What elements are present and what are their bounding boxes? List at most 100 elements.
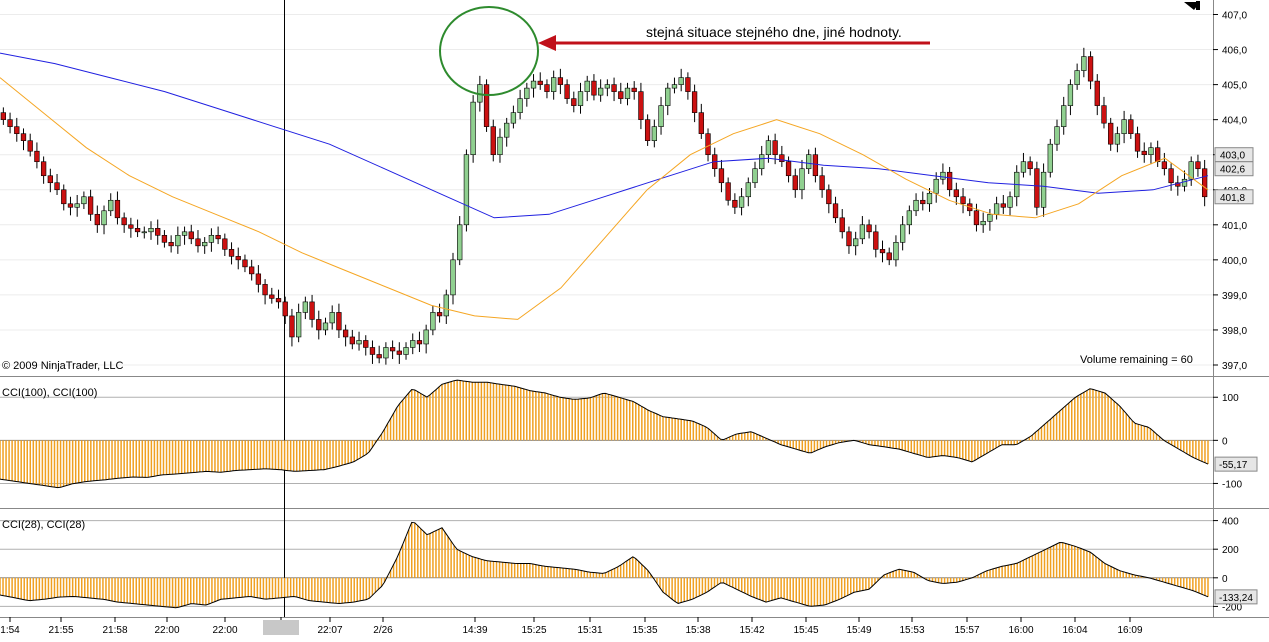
candle-body[interactable] — [987, 213, 993, 222]
candle-body[interactable] — [168, 242, 174, 247]
candle-body[interactable] — [295, 312, 302, 338]
candle-body[interactable] — [1128, 119, 1134, 134]
candle-body[interactable] — [665, 87, 671, 106]
candle-body[interactable] — [577, 91, 584, 106]
candle-body[interactable] — [705, 133, 711, 156]
candle-body[interactable] — [430, 312, 436, 331]
candle-body[interactable] — [819, 175, 825, 191]
candle-body[interactable] — [772, 140, 778, 156]
candle-body[interactable] — [832, 203, 839, 219]
candle-body[interactable] — [524, 87, 530, 99]
candle-body[interactable] — [369, 347, 376, 355]
candle-body[interactable] — [812, 154, 819, 177]
candle-body[interactable] — [893, 242, 899, 261]
candle-body[interactable] — [1148, 147, 1154, 156]
candle-body[interactable] — [309, 301, 315, 320]
candlestick-series[interactable] — [0, 47, 1208, 365]
candle-body[interactable] — [195, 238, 201, 247]
candle-body[interactable] — [1101, 105, 1107, 124]
candle-body[interactable] — [671, 84, 678, 89]
candle-body[interactable] — [551, 77, 557, 92]
candle-body[interactable] — [141, 231, 147, 234]
candle-body[interactable] — [1067, 84, 1074, 106]
candle-body[interactable] — [759, 154, 765, 170]
candle-body[interactable] — [54, 182, 60, 191]
candle-body[interactable] — [785, 161, 792, 177]
candle-body[interactable] — [363, 340, 369, 348]
candle-body[interactable] — [1201, 168, 1208, 198]
candle-body[interactable] — [1121, 119, 1127, 134]
candle-body[interactable] — [1061, 105, 1067, 127]
candle-body[interactable] — [94, 213, 100, 226]
candle-body[interactable] — [631, 87, 637, 92]
candle-body[interactable] — [336, 312, 342, 331]
candle-body[interactable] — [34, 150, 40, 163]
candle-body[interactable] — [161, 235, 168, 243]
candle-body[interactable] — [148, 228, 154, 233]
candle-body[interactable] — [155, 228, 161, 236]
sma-blue-line[interactable] — [0, 52, 1209, 219]
candle-body[interactable] — [537, 80, 543, 85]
candle-body[interactable] — [202, 242, 208, 247]
candle-body[interactable] — [980, 220, 986, 226]
candle-body[interactable] — [1141, 150, 1147, 156]
candle-body[interactable] — [497, 136, 503, 156]
candle-body[interactable] — [349, 336, 355, 345]
candle-body[interactable] — [960, 196, 966, 205]
candle-body[interactable] — [886, 252, 892, 261]
candle-body[interactable] — [698, 112, 704, 134]
candle-body[interactable] — [879, 249, 886, 254]
candle-body[interactable] — [624, 87, 631, 99]
candle-body[interactable] — [644, 119, 651, 141]
candle-body[interactable] — [618, 91, 624, 99]
candle-body[interactable] — [208, 235, 215, 243]
candle-body[interactable] — [47, 175, 53, 184]
candle-body[interactable] — [846, 231, 852, 247]
candle-body[interactable] — [564, 84, 570, 99]
candle-body[interactable] — [188, 231, 194, 240]
candle-body[interactable] — [1195, 161, 1201, 170]
candle-body[interactable] — [20, 133, 27, 141]
candle-body[interactable] — [302, 301, 309, 313]
candle-body[interactable] — [228, 249, 235, 257]
candle-body[interactable] — [557, 77, 564, 85]
candle-body[interactable] — [242, 259, 248, 268]
candle-body[interactable] — [1034, 168, 1040, 208]
candle-body[interactable] — [826, 189, 832, 205]
candle-body[interactable] — [67, 203, 74, 208]
candle-body[interactable] — [1134, 133, 1141, 152]
candle-body[interactable] — [1161, 161, 1168, 170]
candle-body[interactable] — [114, 199, 121, 219]
candle-body[interactable] — [175, 235, 181, 247]
candle-body[interactable] — [638, 91, 644, 120]
candle-body[interactable] — [839, 217, 845, 233]
candle-body[interactable] — [14, 126, 20, 134]
candle-body[interactable] — [376, 354, 382, 359]
candle-body[interactable] — [249, 266, 255, 275]
candle-body[interactable] — [920, 199, 926, 205]
cci100-line[interactable] — [0, 379, 1209, 489]
candle-body[interactable] — [0, 112, 7, 120]
candle-body[interactable] — [61, 189, 67, 205]
candle-body[interactable] — [691, 91, 698, 113]
candle-body[interactable] — [275, 298, 282, 303]
candle-body[interactable] — [181, 231, 188, 236]
cci100-histogram[interactable] — [0, 380, 1209, 488]
candle-body[interactable] — [410, 340, 416, 348]
annotation-text[interactable]: stejná situace stejného dne, jiné hodnot… — [646, 24, 902, 40]
candle-body[interactable] — [926, 192, 933, 205]
candle-body[interactable] — [1181, 178, 1188, 187]
candle-body[interactable] — [329, 312, 335, 324]
candle-body[interactable] — [1155, 147, 1161, 163]
candle-body[interactable] — [316, 319, 322, 331]
candle-body[interactable] — [1114, 133, 1121, 145]
candle-body[interactable] — [356, 340, 362, 345]
candle-body[interactable] — [40, 161, 47, 177]
candle-body[interactable] — [483, 84, 490, 127]
candle-body[interactable] — [732, 199, 738, 208]
candle-body[interactable] — [658, 105, 664, 127]
candle-body[interactable] — [1108, 122, 1114, 145]
candle-body[interactable] — [906, 210, 913, 226]
candle-body[interactable] — [604, 84, 611, 89]
candle-body[interactable] — [1074, 70, 1080, 85]
